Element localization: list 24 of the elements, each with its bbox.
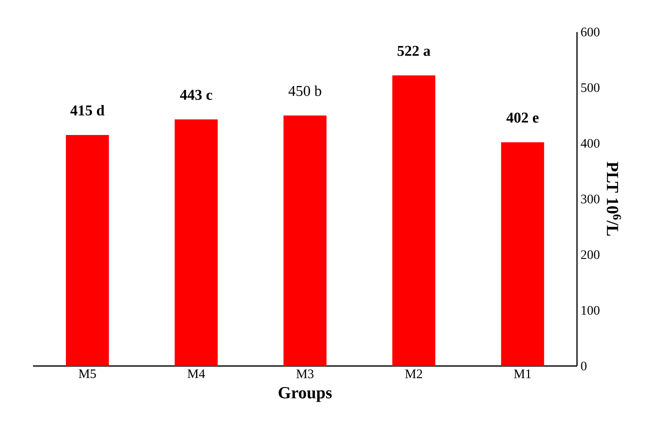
y-tick-label: 400 — [580, 138, 600, 148]
bar — [392, 75, 436, 366]
x-tick-label: M1 — [514, 370, 531, 378]
x-tick-label: M2 — [405, 370, 422, 378]
x-tick-label: M4 — [188, 370, 205, 378]
bar — [174, 119, 218, 366]
x-tick-label: M3 — [296, 370, 314, 378]
data-label: 402 e — [506, 112, 539, 123]
data-label: 415 d — [70, 104, 104, 116]
y-tick-label: 600 — [581, 28, 600, 36]
y-tick-label: 0 — [581, 362, 587, 370]
data-label: 443 c — [180, 90, 212, 100]
y-tick-label: 100 — [582, 306, 600, 315]
bar — [66, 134, 109, 366]
data-label: 522 a — [398, 46, 430, 56]
data-label: 450 b — [288, 85, 322, 96]
y-axis-title: PLT 10$^{6}$/L — [606, 162, 622, 236]
y-tick-label: 500 — [581, 83, 600, 92]
x-axis-title: Groups — [278, 387, 332, 402]
x-tick-label: M5 — [78, 370, 96, 378]
y-tick-label: 200 — [581, 250, 600, 260]
bar — [501, 142, 544, 366]
y-tick-label: 300 — [581, 194, 600, 204]
bar — [284, 116, 327, 366]
